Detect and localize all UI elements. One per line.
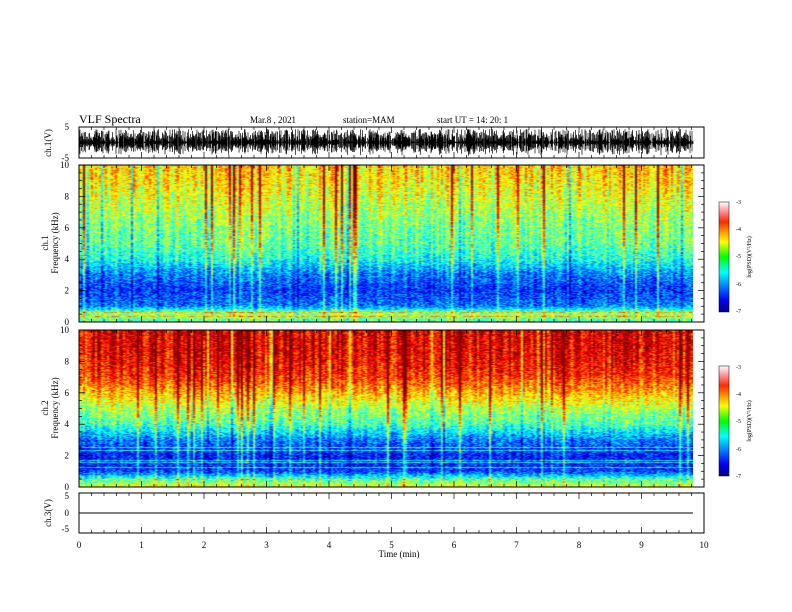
ch1-cbar-label: log(PSD)(V²/Hz) (746, 236, 753, 277)
ch1-spectrogram-image (79, 165, 693, 322)
time-axis-tick-2: 2 (202, 540, 207, 550)
ch1-ytick-label-2: 2 (65, 286, 70, 296)
ch2-ylabel-channel: ch.2 (40, 400, 50, 415)
ch2-colorbar: -3 -4 -5 -6 -7 log(PSD)(V²/Hz) (718, 365, 753, 480)
ch2-ytick-label-0: 0 (65, 482, 70, 492)
ch2-cbar-tick-top: -3 (736, 365, 741, 371)
ch1-cbar-tick-bottom: -7 (736, 309, 741, 315)
ch1-colorbar-scale (718, 201, 730, 313)
ch1-spectrogram-ticks: 0 2 4 6 8 10 (60, 160, 705, 327)
ch2-colorbar-scale (718, 365, 730, 477)
time-axis-tick-3: 3 (264, 540, 269, 550)
time-axis-tick-0: 0 (77, 540, 82, 550)
ch1-ytick-label-4: 4 (65, 254, 70, 264)
ch2-ytick-label-2: 2 (65, 451, 70, 461)
ch1-ylabel-frequency: Frequency (kHz) (50, 212, 60, 273)
ch1-cbar-tick-2: -4 (736, 227, 741, 233)
ch1-cbar-tick-4: -6 (736, 282, 741, 288)
time-axis-tick-10: 10 (700, 540, 710, 550)
ch1-cbar-tick-top: -3 (736, 200, 741, 206)
ch2-cbar-tick-bottom: -7 (736, 474, 741, 480)
date-label: Mar.8 , 2021 (250, 115, 296, 125)
ch1-ytick-label-0: 0 (65, 317, 70, 327)
ch1-ytick-label-10: 10 (60, 160, 70, 170)
time-axis-tick-8: 8 (577, 540, 582, 550)
ch1-waveform-path (78, 129, 694, 156)
ch3-ytick-bottom: -5 (62, 524, 70, 534)
ch1-spectrogram-panel: 0 2 4 6 8 10 ch.1 Frequency (kHz) (40, 160, 705, 327)
ch1-colorbar: -3 -4 -5 -6 -7 log(PSD)(V²/Hz) (718, 200, 753, 315)
ch2-ylabel-frequency: Frequency (kHz) (50, 377, 60, 438)
ch2-cbar-tick-4: -6 (736, 447, 741, 453)
time-axis-tick-1: 1 (139, 540, 144, 550)
ch1-waveform-panel: 5 -5 ch.1(V) (43, 122, 705, 163)
ch1-ytick-top: 5 (65, 122, 70, 132)
ch1-ytick-label-6: 6 (65, 223, 70, 233)
time-axis-tick-7: 7 (514, 540, 519, 550)
ch1-ytick-label-8: 8 (65, 191, 70, 201)
ch1-ytick-bottom: -5 (62, 153, 70, 163)
ch2-cbar-tick-2: -4 (736, 392, 741, 398)
ch2-spectrogram-panel: 0 2 4 6 8 10 ch.2 Frequency (kHz) (40, 325, 705, 492)
time-axis-tick-5: 5 (389, 540, 394, 550)
ch2-ytick-label-8: 8 (65, 356, 70, 366)
ch3-ytick-mid: 0 (65, 508, 70, 518)
station-label: station=MAM (343, 115, 395, 125)
ch2-ytick-label-10: 10 (60, 325, 70, 335)
ch2-cbar-label: log(PSD)(V²/Hz) (746, 400, 753, 441)
ch2-cbar-tick-3: -5 (736, 419, 741, 425)
ch3-waveform-ticks (78, 493, 705, 533)
ch2-ytick-label-4: 4 (65, 419, 70, 429)
time-axis-label: Time (min) (379, 549, 420, 559)
figure-title: VLF Spectra (79, 112, 141, 126)
ch1-waveform-ylabel: ch.1(V) (43, 129, 53, 157)
ch3-waveform-panel: 5 0 -5 ch.3(V) (43, 491, 705, 534)
time-axis-tick-labels: 0 1 2 3 4 5 6 7 8 9 10 (77, 540, 709, 550)
ch2-ytick-label-6: 6 (65, 388, 70, 398)
ch2-spectrogram-image (79, 330, 693, 487)
ch1-waveform-ticks (78, 127, 705, 158)
ch1-cbar-tick-3: -5 (736, 254, 741, 260)
ch3-ytick-top: 5 (65, 491, 70, 501)
time-axis-tick-9: 9 (639, 540, 644, 550)
ch1-ylabel-channel: ch.1 (40, 235, 50, 250)
time-axis-tick-6: 6 (452, 540, 457, 550)
time-axis-tick-4: 4 (327, 540, 332, 550)
ch2-spectrogram-ticks: 0 2 4 6 8 10 (60, 325, 705, 492)
ch3-waveform-ylabel: ch.3(V) (43, 499, 53, 527)
start-ut-label: start UT = 14: 20: 1 (437, 115, 508, 125)
ch1-waveform-trace (78, 129, 694, 156)
